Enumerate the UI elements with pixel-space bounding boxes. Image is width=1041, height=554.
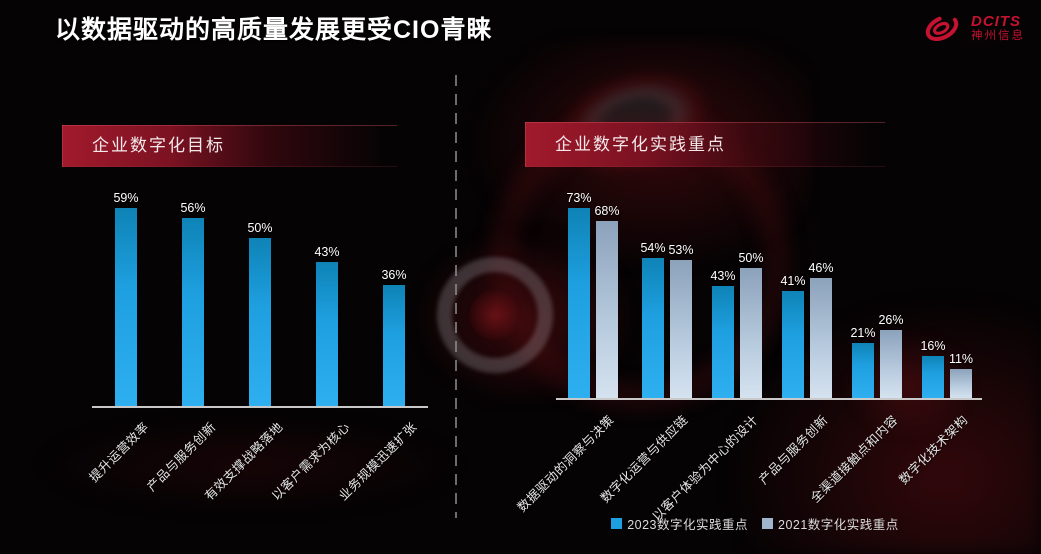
bar [316,262,338,406]
bar [782,291,804,398]
legend-label-2021: 2021数字化实践重点 [778,518,899,532]
page-title: 以数据驱动的高质量发展更受CIO青睐 [55,16,493,44]
dcits-logo: DCITS 神州信息 [919,10,1025,46]
bar [670,260,692,398]
bar-value-label: 53% [668,243,694,257]
bar [922,356,944,398]
bar [596,221,618,398]
bar [810,278,832,398]
right-section-header: 企业数字化实践重点 [525,122,885,167]
bar [115,208,137,406]
logo-company: 神州信息 [971,30,1025,43]
x-axis-line [92,406,428,408]
bar-value-label: 16% [920,339,946,353]
bar-value-label: 43% [710,269,736,283]
bar [740,268,762,398]
legend-item-2023: 2023数字化实践重点 [611,514,748,533]
bar [880,330,902,398]
bar-value-label: 21% [850,326,876,340]
bar-value-label: 50% [247,221,273,235]
legend-swatch-2023-icon [611,518,623,529]
bar-value-label: 56% [180,201,206,215]
section-divider-dashed-line [455,75,457,518]
bar-value-label: 43% [314,245,340,259]
bar [950,369,972,398]
right-section-title: 企业数字化实践重点 [555,135,726,154]
bar [642,258,664,398]
bar [568,208,590,398]
left-section-header: 企业数字化目标 [62,125,397,167]
bar [852,343,874,398]
bar-value-label: 46% [808,261,834,275]
bar [182,218,204,406]
bar [249,238,271,406]
bar-value-label: 50% [738,251,764,265]
bar-value-label: 59% [113,191,139,205]
chart-legend: 2023数字化实践重点 2021数字化实践重点 [525,514,985,533]
bar-value-label: 73% [566,191,592,205]
logo-brand: DCITS [971,12,1021,30]
logo-text: DCITS 神州信息 [971,13,1025,43]
bar-value-label: 54% [640,241,666,255]
bar-value-label: 26% [878,313,904,327]
bar [383,285,405,406]
x-axis-line [556,398,982,400]
dcits-swirl-icon [925,14,959,42]
bar-value-label: 41% [780,274,806,288]
legend-item-2021: 2021数字化实践重点 [762,514,899,533]
legend-swatch-2021-icon [762,518,773,529]
bar-value-label: 11% [948,352,974,366]
bar [712,286,734,398]
bar-value-label: 68% [594,204,620,218]
left-section-title: 企业数字化目标 [92,136,225,155]
bar-value-label: 36% [381,268,407,282]
legend-label-2023: 2023数字化实践重点 [627,518,748,532]
